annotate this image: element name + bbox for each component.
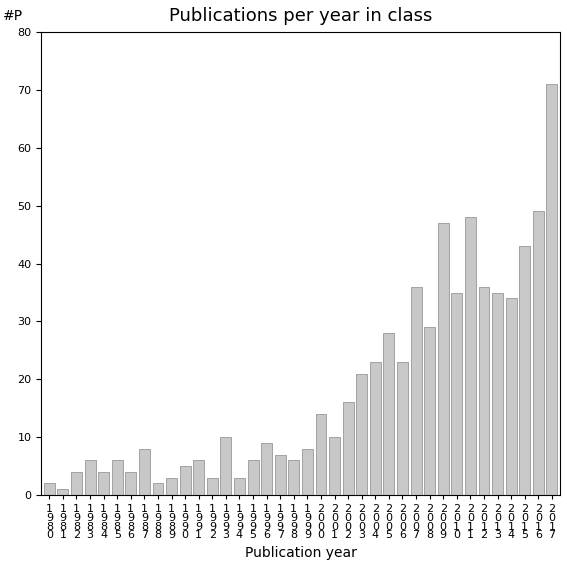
X-axis label: Publication year: Publication year — [245, 546, 357, 560]
Bar — [329, 437, 340, 495]
Bar — [261, 443, 272, 495]
Bar — [289, 460, 299, 495]
Bar — [519, 246, 530, 495]
Title: Publications per year in class: Publications per year in class — [169, 7, 432, 25]
Bar — [166, 478, 177, 495]
Bar — [139, 448, 150, 495]
Bar — [153, 484, 163, 495]
Bar — [57, 489, 69, 495]
Bar — [438, 223, 448, 495]
Bar — [411, 287, 421, 495]
Bar — [44, 484, 55, 495]
Y-axis label: #P: #P — [3, 9, 23, 23]
Bar — [221, 437, 231, 495]
Bar — [180, 466, 191, 495]
Bar — [112, 460, 122, 495]
Bar — [98, 472, 109, 495]
Bar — [71, 472, 82, 495]
Bar — [207, 478, 218, 495]
Bar — [316, 414, 327, 495]
Bar — [193, 460, 204, 495]
Bar — [506, 298, 517, 495]
Bar — [125, 472, 136, 495]
Bar — [275, 455, 286, 495]
Bar — [492, 293, 503, 495]
Bar — [84, 460, 95, 495]
Bar — [533, 211, 544, 495]
Bar — [465, 217, 476, 495]
Bar — [547, 84, 557, 495]
Bar — [234, 478, 245, 495]
Bar — [370, 362, 381, 495]
Bar — [356, 374, 367, 495]
Bar — [302, 448, 313, 495]
Bar — [383, 333, 394, 495]
Bar — [479, 287, 489, 495]
Bar — [424, 327, 435, 495]
Bar — [451, 293, 462, 495]
Bar — [397, 362, 408, 495]
Bar — [342, 403, 354, 495]
Bar — [248, 460, 259, 495]
